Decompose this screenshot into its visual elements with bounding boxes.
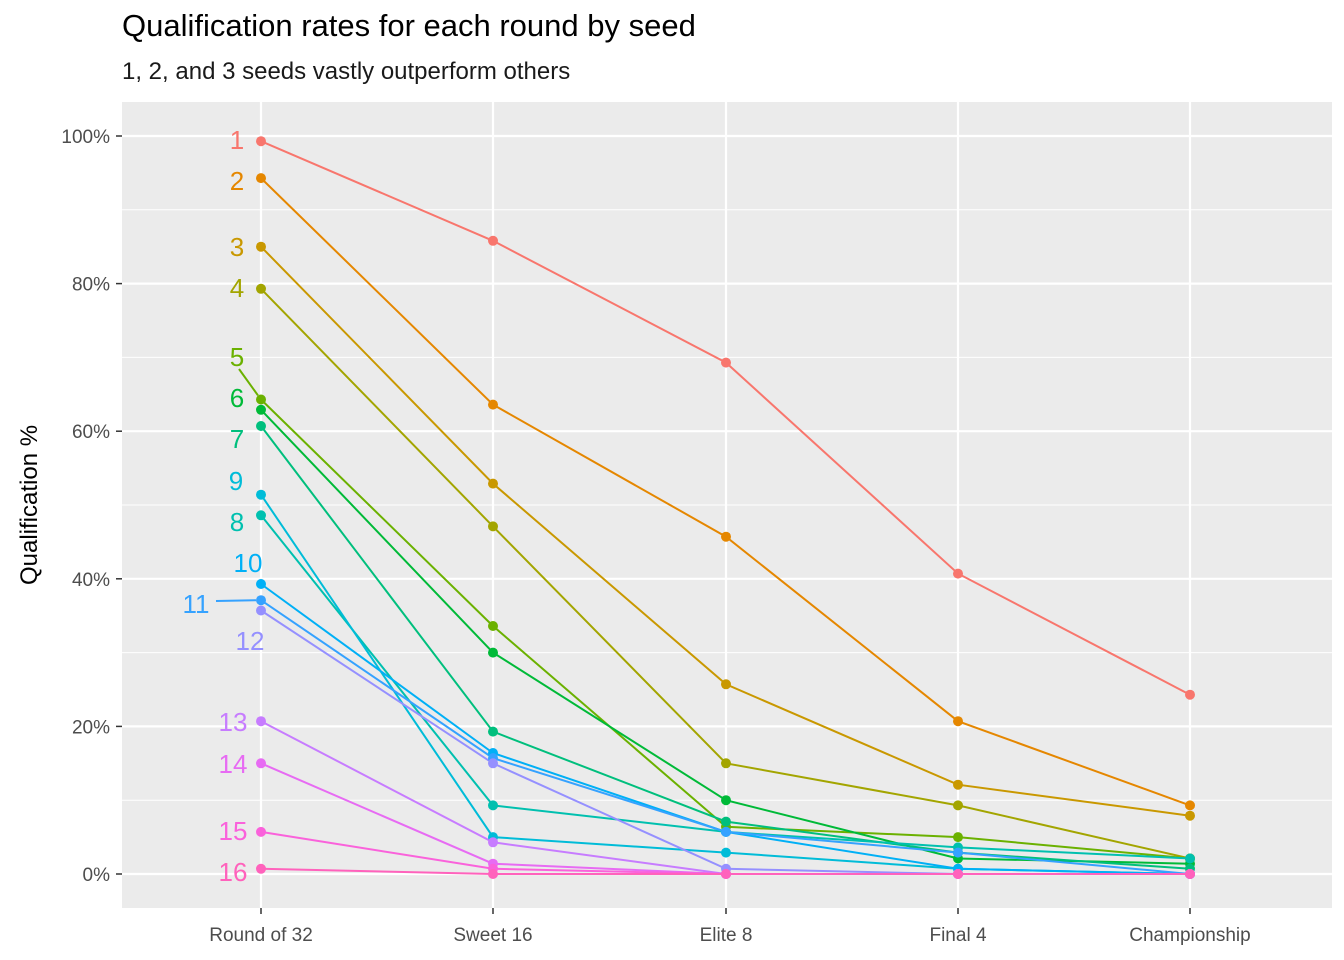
data-point-seed-1 — [488, 235, 498, 246]
data-point-seed-8 — [256, 510, 266, 521]
data-point-seed-6 — [256, 404, 266, 415]
data-point-seed-5 — [488, 621, 498, 631]
data-point-seed-1 — [953, 568, 963, 579]
seed-label-14: 14 — [219, 749, 248, 779]
x-tick-label: Final 4 — [929, 925, 986, 946]
seed-label-6: 6 — [230, 383, 244, 413]
data-point-seed-16 — [488, 869, 498, 879]
data-point-seed-11 — [953, 847, 963, 858]
chart-title: Qualification rates for each round by se… — [122, 8, 696, 43]
data-point-seed-1 — [256, 136, 266, 147]
seed-label-7: 7 — [230, 424, 244, 454]
seed-label-8: 8 — [230, 507, 244, 537]
data-point-seed-5 — [256, 394, 266, 405]
grid-major — [122, 102, 1332, 908]
data-point-seed-2 — [953, 716, 963, 727]
data-point-seed-11 — [721, 826, 731, 837]
seed-label-3: 3 — [230, 232, 244, 262]
seed-label-leader — [215, 599, 257, 602]
data-point-seed-5 — [953, 832, 963, 843]
data-point-seed-16 — [1185, 869, 1195, 879]
y-tick-label: 80% — [72, 275, 110, 296]
seed-label-leader — [238, 368, 259, 397]
seed-label-10: 10 — [234, 548, 263, 578]
data-point-seed-13 — [488, 837, 498, 848]
y-tick-label: 40% — [72, 570, 110, 591]
data-point-seed-14 — [256, 758, 266, 769]
seed-label-2: 2 — [230, 166, 244, 196]
seed-label-1: 1 — [230, 125, 244, 155]
data-point-seed-3 — [488, 478, 498, 489]
data-point-seed-4 — [721, 758, 731, 769]
seed-label-5: 5 — [230, 342, 244, 372]
seed-label-13: 13 — [219, 707, 248, 737]
data-point-seed-10 — [256, 579, 266, 589]
seed-label-4: 4 — [230, 273, 244, 303]
seed-label-9: 9 — [229, 466, 243, 496]
data-point-seed-3 — [1185, 810, 1195, 821]
data-point-seed-11 — [256, 595, 266, 606]
data-point-seed-9 — [721, 847, 731, 858]
data-point-seed-8 — [1185, 853, 1195, 864]
data-point-seed-7 — [488, 726, 498, 737]
x-tick-label: Sweet 16 — [453, 925, 532, 946]
data-point-seed-1 — [721, 357, 731, 368]
data-point-seed-2 — [256, 173, 266, 184]
y-tick-label: 60% — [72, 422, 110, 443]
data-point-seed-4 — [953, 800, 963, 811]
data-point-seed-8 — [488, 800, 498, 811]
data-point-seed-3 — [256, 241, 266, 252]
data-point-seed-16 — [953, 869, 963, 879]
x-tick-label: Elite 8 — [700, 925, 753, 946]
data-point-seed-16 — [256, 863, 266, 874]
data-point-seed-13 — [256, 716, 266, 727]
data-point-seed-3 — [953, 779, 963, 790]
data-point-seed-12 — [256, 605, 266, 616]
data-point-seed-12 — [488, 758, 498, 769]
data-point-seed-2 — [488, 399, 498, 410]
data-point-seed-7 — [721, 816, 731, 827]
seed-label-12: 12 — [236, 626, 265, 656]
data-point-seed-6 — [488, 647, 498, 658]
data-point-seed-7 — [256, 421, 266, 431]
y-axis-title: Qualification % — [16, 425, 43, 585]
data-point-seed-3 — [721, 679, 731, 690]
series-points — [256, 136, 1195, 879]
data-point-seed-4 — [488, 521, 498, 532]
data-point-seed-15 — [256, 826, 266, 837]
data-point-seed-4 — [256, 283, 266, 294]
data-point-seed-16 — [721, 869, 731, 879]
seed-label-15: 15 — [219, 816, 248, 846]
y-axis: 0% 20% 40% 60% 80% 100% — [61, 127, 122, 886]
y-tick-label: 0% — [83, 865, 111, 886]
data-point-seed-9 — [256, 489, 266, 500]
chart-subtitle: 1, 2, and 3 seeds vastly outperform othe… — [122, 58, 571, 85]
x-axis: Round of 32 Sweet 16 Elite 8 Final 4 Champio… — [209, 908, 1251, 946]
data-point-seed-2 — [721, 531, 731, 542]
seed-label-16: 16 — [219, 857, 248, 887]
y-tick-label: 20% — [72, 717, 110, 738]
data-point-seed-6 — [721, 795, 731, 806]
seed-label-11: 11 — [183, 589, 210, 619]
data-point-seed-1 — [1185, 689, 1195, 700]
x-tick-label: Championship — [1129, 925, 1250, 946]
y-tick-label: 100% — [61, 127, 110, 148]
data-point-seed-2 — [1185, 800, 1195, 811]
x-tick-label: Round of 32 — [209, 925, 313, 946]
